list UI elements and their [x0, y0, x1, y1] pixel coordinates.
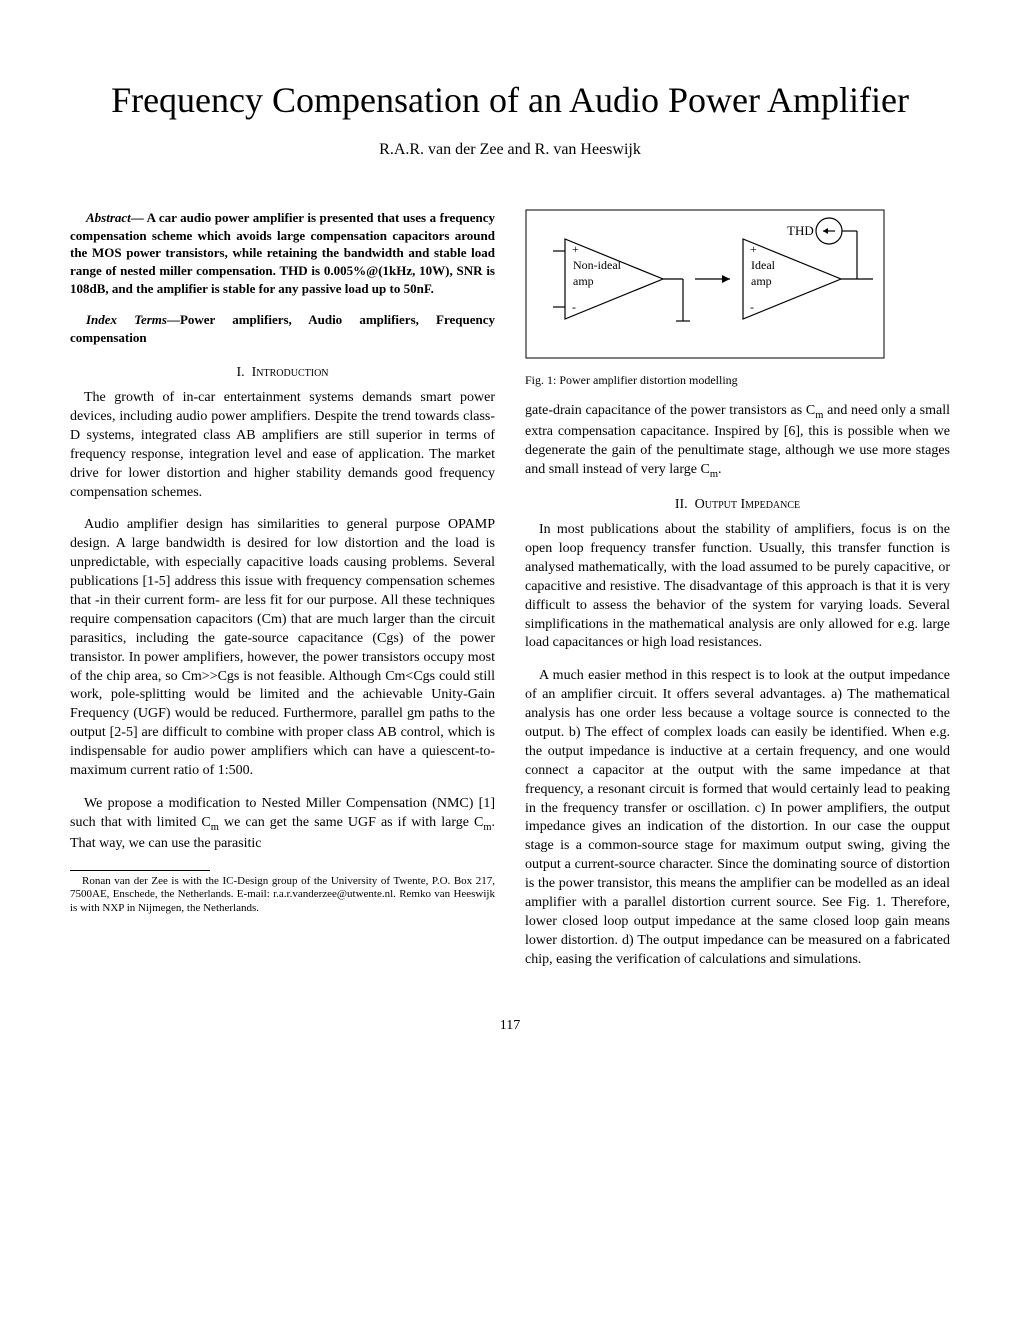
figure-1: + - Non-ideal amp + - Ideal amp THD — [525, 209, 950, 388]
section-2-heading: II. Output Impedance — [525, 496, 950, 515]
section-2-title: Output Impedance — [695, 497, 801, 512]
abstract-text: — A car audio power amplifier is present… — [70, 210, 495, 295]
page-number: 117 — [70, 1018, 950, 1034]
p4-c: . — [718, 462, 722, 477]
left-column: Abstract— A car audio power amplifier is… — [70, 209, 495, 983]
index-terms-label: Index Terms — [70, 312, 167, 327]
index-terms-block: Index Terms—Power amplifiers, Audio ampl… — [70, 311, 495, 346]
paragraph-2: Audio amplifier design has similarities … — [70, 516, 495, 780]
abstract-block: Abstract— A car audio power amplifier is… — [70, 209, 495, 297]
subscript-m: m — [483, 822, 491, 833]
figure-1-diagram: + - Non-ideal amp + - Ideal amp THD — [525, 209, 885, 359]
authors-line: R.A.R. van der Zee and R. van Heeswijk — [70, 141, 950, 159]
minus-label-2: - — [750, 300, 754, 314]
subscript-m: m — [211, 822, 219, 833]
page-title: Frequency Compensation of an Audio Power… — [70, 80, 950, 121]
paragraph-4: gate-drain capacitance of the power tran… — [525, 402, 950, 482]
nonideal-label-1: Non-ideal — [573, 258, 622, 272]
nonideal-label-2: amp — [573, 274, 594, 288]
footnote-divider — [70, 870, 210, 871]
paragraph-1: The growth of in-car entertainment syste… — [70, 389, 495, 502]
ideal-label-1: Ideal — [751, 258, 776, 272]
section-1-heading: I. Introduction — [70, 364, 495, 383]
plus-label-2: + — [750, 242, 757, 256]
figure-1-caption: Fig. 1: Power amplifier distortion model… — [525, 372, 950, 388]
minus-label: - — [572, 300, 576, 314]
section-1-number: I. — [236, 365, 244, 380]
paragraph-3: We propose a modification to Nested Mill… — [70, 795, 495, 854]
plus-label: + — [572, 242, 579, 256]
paragraph-5: In most publications about the stability… — [525, 521, 950, 653]
section-2-number: II. — [675, 497, 688, 512]
subscript-m: m — [710, 469, 718, 480]
paragraph-6: A much easier method in this respect is … — [525, 667, 950, 969]
footnote-text: Ronan van der Zee is with the IC-Design … — [70, 875, 495, 916]
right-column: + - Non-ideal amp + - Ideal amp THD — [525, 209, 950, 983]
section-1-title: Introduction — [252, 365, 329, 380]
p4-a: gate-drain capacitance of the power tran… — [525, 403, 815, 418]
two-column-layout: Abstract— A car audio power amplifier is… — [70, 209, 950, 983]
p3-b: we can get the same UGF as if with large… — [219, 815, 483, 830]
abstract-label: Abstract — [70, 210, 131, 225]
ideal-label-2: amp — [751, 274, 772, 288]
